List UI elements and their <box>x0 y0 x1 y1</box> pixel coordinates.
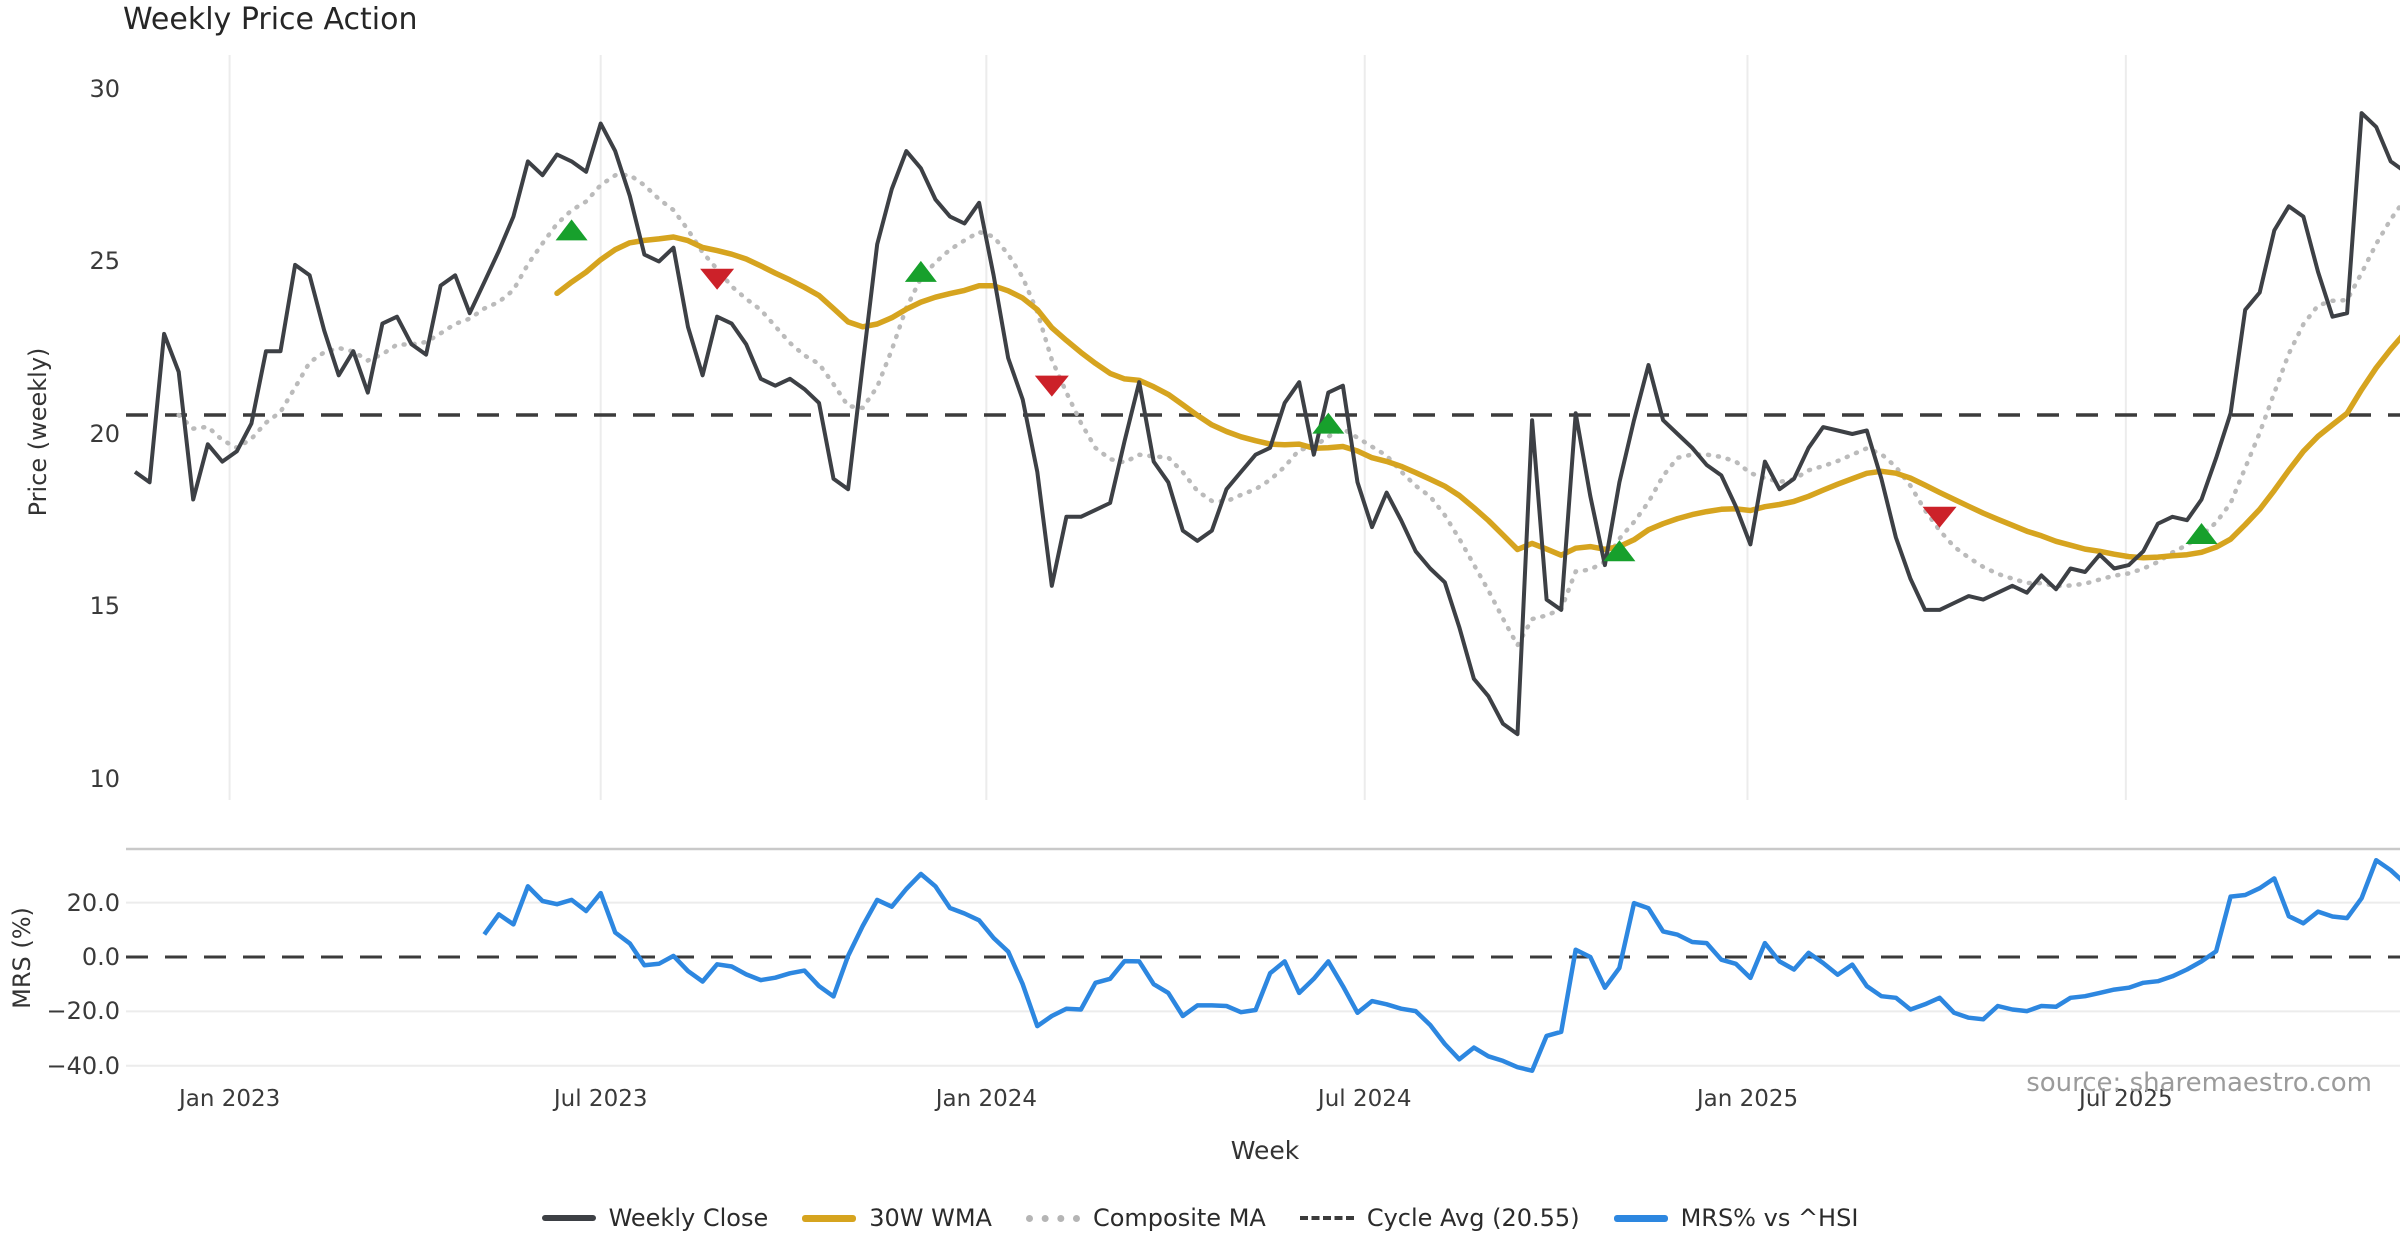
legend-swatch-solid-blue <box>1613 1214 1668 1222</box>
buy-signal-marker <box>1603 540 1636 562</box>
x-tick-label: Jul 2023 <box>553 1086 648 1112</box>
price-y-tick-label: 20 <box>89 419 120 448</box>
price-y-tick-label: 15 <box>89 592 120 621</box>
chart-title: Weekly Price Action <box>123 2 418 37</box>
buy-signal-marker <box>1312 412 1345 434</box>
x-tick-label: Jul 2025 <box>2079 1086 2173 1112</box>
sell-signal-marker <box>700 268 735 290</box>
sell-signal-marker <box>1922 506 1957 528</box>
mrs-y-tick-label: −20.0 <box>46 997 120 1026</box>
buy-signal-marker <box>904 260 937 282</box>
x-tick-label: Jul 2024 <box>1317 1086 1412 1112</box>
legend-item-label: Cycle Avg (20.55) <box>1366 1204 1580 1232</box>
composite-ma-line <box>176 172 2400 650</box>
buy-signal-marker <box>2185 523 2218 545</box>
weekly-close-line <box>133 111 2400 737</box>
price-y-tick-label: 25 <box>89 247 120 276</box>
x-tick-label: Jan 2023 <box>178 1086 281 1112</box>
mrs-line <box>482 857 2400 1073</box>
x-tick-label: Jan 2025 <box>1696 1086 1799 1112</box>
legend-item-label: 30W WMA <box>869 1204 992 1232</box>
legend-swatch-solid-gold <box>802 1214 857 1222</box>
legend-item-label: MRS% vs ^HSI <box>1680 1204 1859 1232</box>
legend-item: 30W WMA <box>802 1204 992 1232</box>
wma-30w-line <box>554 234 2400 561</box>
price-y-tick-label: 10 <box>89 764 120 793</box>
buy-signal-marker <box>555 219 588 241</box>
legend-item: Composite MA <box>1025 1204 1266 1232</box>
sell-signal-marker <box>1034 375 1069 397</box>
legend-swatch-solid-dark <box>541 1215 596 1221</box>
x-axis-label: Week <box>1230 1136 1300 1165</box>
source-attribution: source: sharemaestro.com <box>2026 1068 2372 1098</box>
legend-item: Cycle Avg (20.55) <box>1299 1204 1580 1232</box>
mrs-y-tick-label: 0.0 <box>81 943 120 971</box>
legend-swatch-dotted <box>1025 1214 1080 1222</box>
legend-item: Weekly Close <box>541 1204 769 1232</box>
mrs-y-tick-label: −40.0 <box>46 1051 120 1080</box>
mrs-y-tick-label: 20.0 <box>66 888 120 917</box>
legend-item-label: Weekly Close <box>608 1204 769 1232</box>
price-y-tick-label: 30 <box>89 74 120 103</box>
legend-item-label: Composite MA <box>1092 1204 1266 1232</box>
legend-item: MRS% vs ^HSI <box>1613 1204 1859 1232</box>
chart-legend: Weekly Close 30W WMA Composite MA Cycle Avg… <box>0 1204 2400 1232</box>
legend-swatch-dashed <box>1299 1216 1354 1220</box>
x-tick-label: Jan 2024 <box>935 1086 1037 1112</box>
